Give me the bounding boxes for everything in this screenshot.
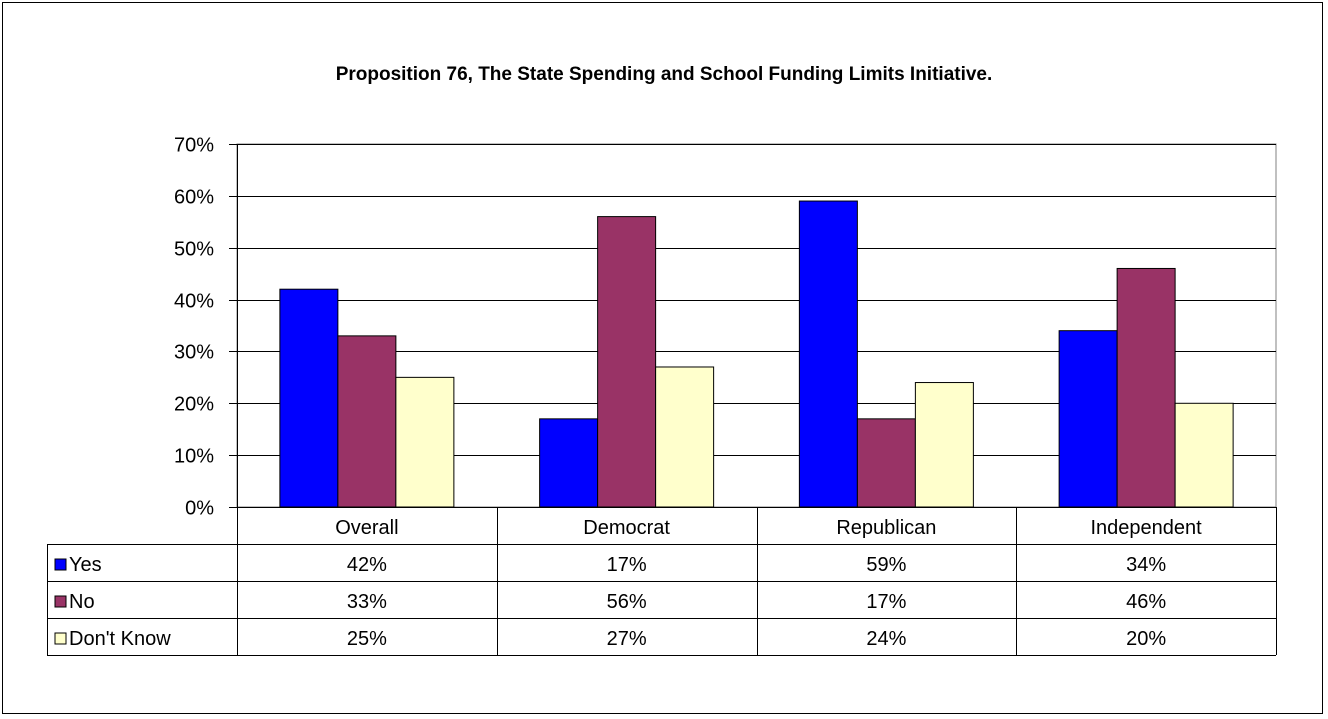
bar	[279, 288, 339, 508]
bar	[856, 418, 916, 508]
table-cell-value: 27%	[607, 628, 647, 650]
data-table: Overall Democrat Republican Independent Yes 4…	[47, 507, 1277, 656]
bar	[914, 382, 974, 508]
bar	[798, 200, 858, 508]
table-cell-value: 34%	[1126, 554, 1166, 576]
table-cell-value: 59%	[866, 554, 906, 576]
bar	[337, 335, 397, 508]
table-cell-value: 17%	[607, 554, 647, 576]
y-tick-label: 40%	[174, 291, 214, 313]
table-cell-value: 33%	[347, 591, 387, 613]
table-cell-value: 25%	[347, 628, 387, 650]
y-tick-label: 30%	[174, 342, 214, 364]
bar	[655, 366, 715, 508]
bar	[1058, 330, 1118, 508]
table-cell-value: 42%	[347, 554, 387, 576]
y-tick-label: 70%	[174, 135, 214, 157]
chart-title: Proposition 76, The State Spending and S…	[336, 64, 993, 85]
table-cell-value: 17%	[866, 591, 906, 613]
legend-key	[54, 632, 67, 645]
legend-label: Don't Know	[69, 628, 171, 650]
y-axis: 0% 10% 20% 30% 40% 50% 60% 70%	[174, 135, 238, 520]
y-tick-label: 10%	[174, 446, 214, 468]
bar	[597, 216, 657, 508]
category-label: Overall	[335, 517, 398, 539]
category-label: Republican	[836, 517, 936, 539]
bar	[1116, 267, 1176, 508]
y-tick-label: 20%	[174, 394, 214, 416]
y-tick-label: 60%	[174, 187, 214, 209]
legend-label: Yes	[69, 554, 102, 576]
legend-label: No	[69, 591, 95, 613]
category-label: Democrat	[583, 517, 670, 539]
legend-key	[54, 595, 67, 608]
table-cell-value: 56%	[607, 591, 647, 613]
table-cell-value: 24%	[866, 628, 906, 650]
bar	[1174, 402, 1234, 508]
table-cell-value: 20%	[1126, 628, 1166, 650]
category-label: Independent	[1091, 517, 1203, 539]
y-tick-label: 50%	[174, 239, 214, 261]
legend-key	[54, 558, 67, 571]
table-cell-value: 46%	[1126, 591, 1166, 613]
bar	[539, 418, 599, 508]
bars	[279, 200, 1234, 508]
y-tick-label: 0%	[185, 498, 214, 520]
bar	[395, 376, 455, 508]
